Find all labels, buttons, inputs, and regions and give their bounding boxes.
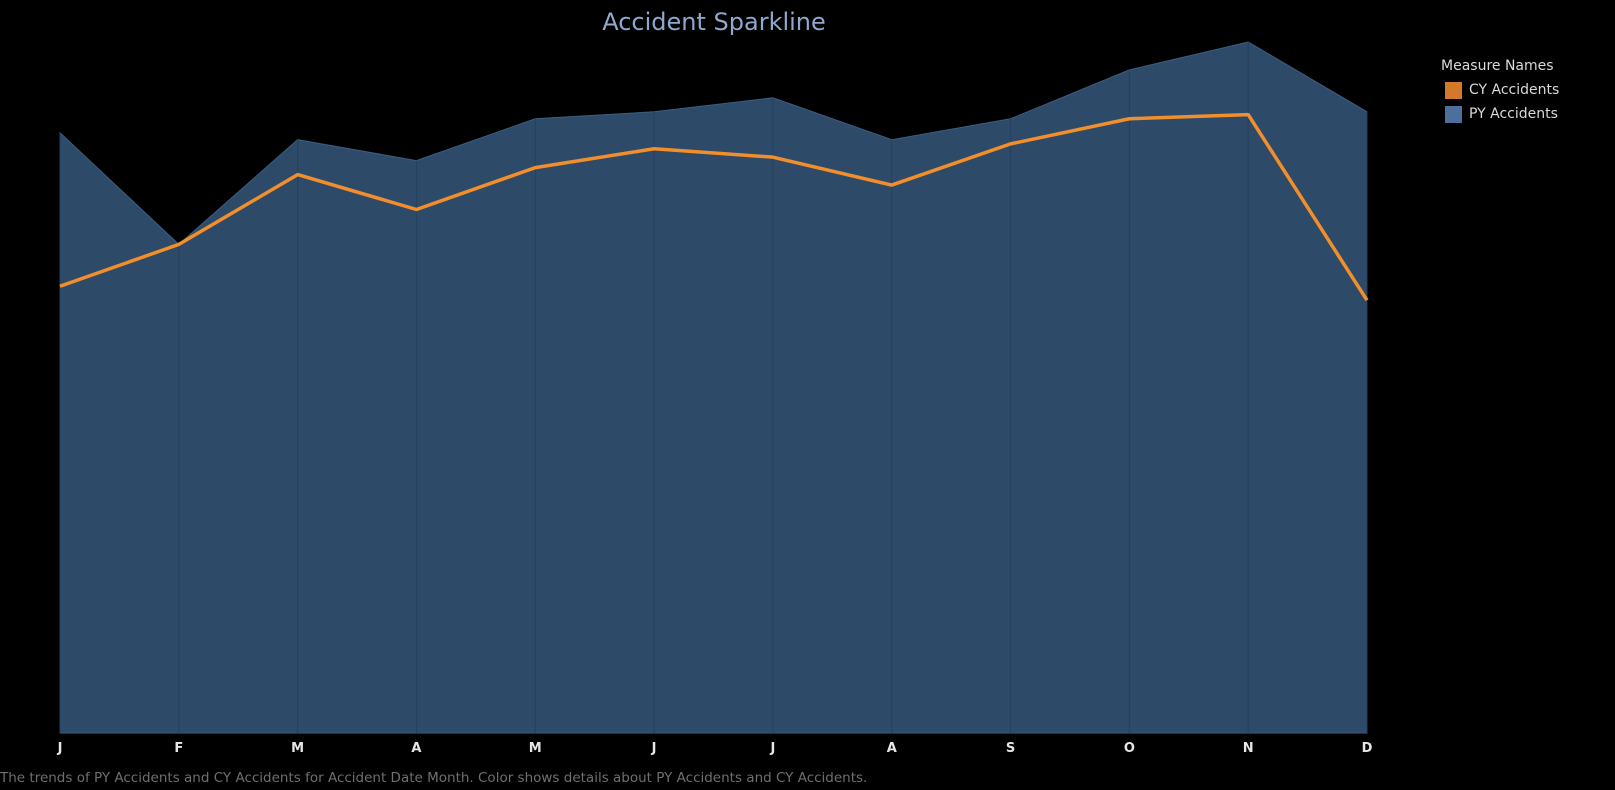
cy-accidents-point[interactable] — [888, 181, 896, 189]
legend-label-cy: CY Accidents — [1469, 82, 1560, 98]
chart-caption: The trends of PY Accidents and CY Accide… — [0, 770, 868, 786]
x-tick-label: A — [411, 741, 421, 756]
x-tick-label: N — [1243, 741, 1254, 756]
x-tick-label: J — [57, 741, 63, 756]
chart-title: Accident Sparkline — [602, 8, 826, 36]
cy-accidents-point[interactable] — [412, 206, 420, 214]
x-tick-label: M — [529, 741, 542, 756]
x-tick-label: J — [651, 741, 657, 756]
py-accidents-area[interactable] — [59, 41, 1368, 734]
month-separator-layer — [59, 41, 1368, 733]
legend-swatch-cy — [1445, 81, 1462, 99]
py-area-layer — [59, 41, 1368, 734]
cy-accidents-point[interactable] — [769, 153, 777, 161]
x-tick-label: S — [1006, 741, 1015, 756]
x-tick-label: A — [887, 741, 897, 756]
cy-accidents-point[interactable] — [294, 171, 302, 179]
legend-item-cy-accidents[interactable]: CY Accidents — [1441, 78, 1559, 102]
cy-accidents-point[interactable] — [56, 282, 64, 290]
legend-swatch-py — [1445, 105, 1462, 123]
cy-accidents-point[interactable] — [175, 240, 183, 248]
cy-accidents-point[interactable] — [1007, 140, 1015, 148]
x-tick-label: O — [1124, 741, 1135, 756]
cy-accidents-point[interactable] — [650, 145, 658, 153]
x-tick-label: J — [769, 741, 775, 756]
cy-accidents-point[interactable] — [1125, 115, 1133, 123]
x-tick-label: D — [1362, 741, 1373, 756]
cy-line-layer — [56, 111, 1371, 304]
cy-accidents-line[interactable] — [59, 112, 1369, 302]
legend-label-py: PY Accidents — [1469, 106, 1558, 122]
x-tick-label: M — [291, 741, 304, 756]
x-tick-label: F — [174, 741, 183, 756]
cy-accidents-point[interactable] — [1244, 111, 1252, 119]
legend-title: Measure Names — [1441, 58, 1554, 74]
legend-item-py-accidents[interactable]: PY Accidents — [1441, 102, 1559, 126]
cy-accidents-point[interactable] — [531, 164, 539, 172]
cy-accidents-point[interactable] — [1363, 296, 1371, 304]
legend[interactable]: Measure Names CY Accidents PY Accidents — [1441, 58, 1559, 126]
